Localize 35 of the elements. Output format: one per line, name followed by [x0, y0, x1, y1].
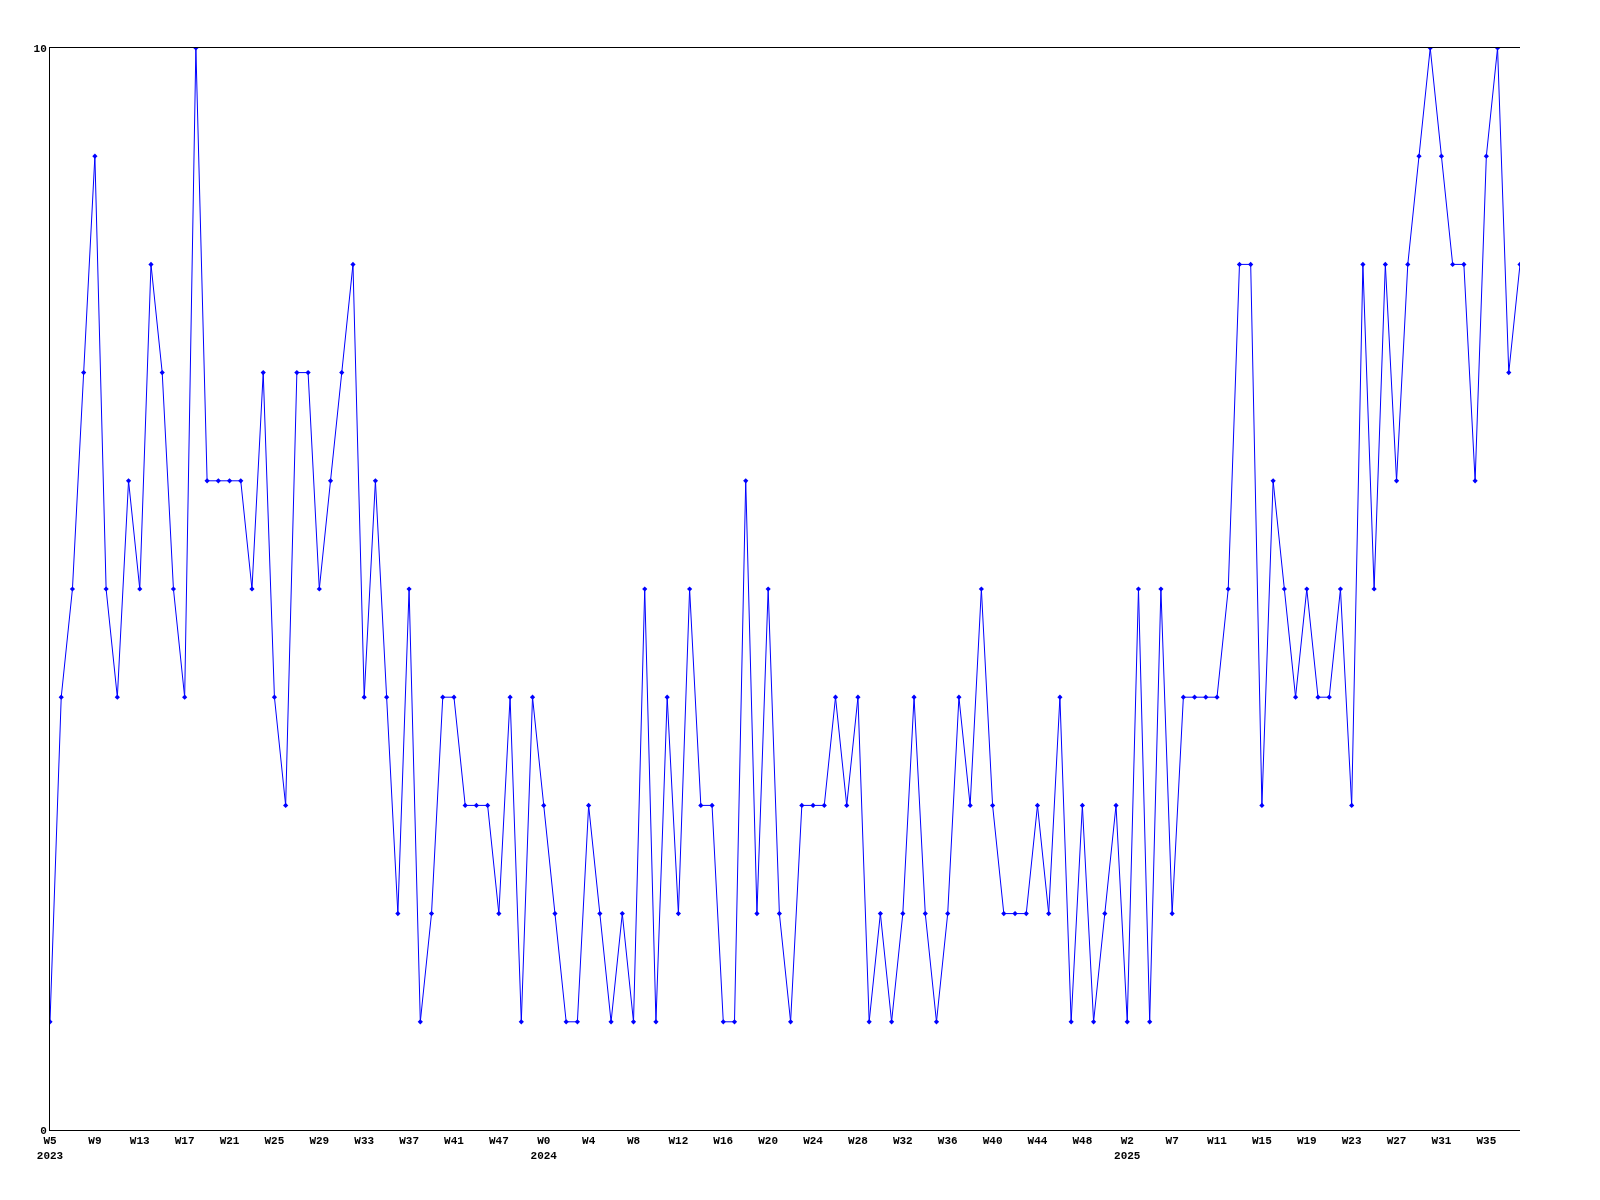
x-tick-label: W47 [488, 1135, 509, 1148]
x-tick-label: W7 [1165, 1135, 1179, 1148]
x-tick-label: W24 [803, 1135, 824, 1148]
x-tick-label: W23 [1341, 1135, 1362, 1148]
x-tick-label: W33 [354, 1135, 375, 1148]
x-tick-label: W15 [1252, 1135, 1273, 1148]
x-tick-label: W25 [264, 1135, 285, 1148]
x-tick-label: W35 [1476, 1135, 1497, 1148]
x-tick-label: W37 [399, 1135, 419, 1148]
x-tick-label: W5 2023 [36, 1135, 64, 1162]
x-tick-label: W0 2024 [530, 1135, 558, 1162]
x-tick-label: W29 [309, 1135, 330, 1148]
x-tick-label: W41 [444, 1135, 465, 1148]
x-tick-label: W19 [1296, 1135, 1317, 1148]
x-tick-label: W32 [892, 1135, 913, 1148]
x-tick-label: W8 [626, 1135, 641, 1148]
x-tick-label: W16 [713, 1135, 734, 1148]
x-tick-label: W36 [937, 1135, 958, 1148]
x-tick-label: W12 [668, 1135, 689, 1148]
x-tick-label: W9 [88, 1135, 102, 1148]
x-tick-label: W17 [174, 1135, 195, 1148]
x-tick-label: W28 [848, 1135, 869, 1148]
x-tick-label: W40 [982, 1135, 1003, 1148]
y-tick-label: 0 [40, 1124, 47, 1137]
x-tick-label: W11 [1207, 1135, 1228, 1148]
x-tick-label: W20 [758, 1135, 779, 1148]
x-tick-label: W2 2025 [1114, 1135, 1141, 1162]
y-tick-label: 10 [33, 42, 47, 55]
x-tick-label: W27 [1386, 1135, 1407, 1148]
x-tick-label: W21 [219, 1135, 240, 1148]
x-tick-label: W31 [1431, 1135, 1452, 1148]
x-tick-label: W4 [582, 1135, 596, 1148]
x-tick-label: W13 [129, 1135, 151, 1148]
x-tick-label: W48 [1072, 1135, 1093, 1148]
x-tick-label: W44 [1027, 1135, 1048, 1148]
